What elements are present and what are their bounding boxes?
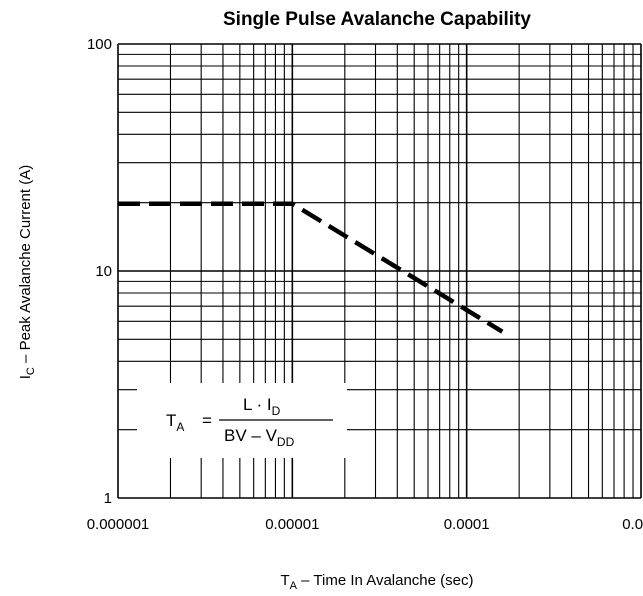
formula-annotation: TA = L · ID BV – VDD xyxy=(166,395,333,449)
x-axis-label: TA – Time In Avalanche (sec) xyxy=(281,572,474,592)
x-tick-label: 0.0001 xyxy=(444,516,490,533)
y-axis-label: IC – Peak Avalanche Current (A) xyxy=(17,165,37,379)
x-tick-label: 0.00001 xyxy=(265,516,319,533)
formula-numerator: L · ID xyxy=(243,395,281,418)
formula-equals: = xyxy=(202,411,212,430)
x-tick-label: 0.001 xyxy=(622,516,643,533)
y-tick-label: 100 xyxy=(87,36,112,53)
chart-title: Single Pulse Avalanche Capability xyxy=(223,9,531,30)
formula-lhs: TA xyxy=(166,411,184,434)
formula-denominator: BV – VDD xyxy=(224,426,295,449)
data-series xyxy=(118,201,504,334)
series-line xyxy=(118,201,504,334)
x-tick-label: 0.000001 xyxy=(87,516,150,533)
y-tick-label: 1 xyxy=(104,490,112,507)
grid-lines xyxy=(117,43,642,499)
y-tick-label: 10 xyxy=(95,263,112,280)
tick-labels: 0.000001 0.00001 0.0001 0.001 1 10 100 xyxy=(87,36,643,533)
